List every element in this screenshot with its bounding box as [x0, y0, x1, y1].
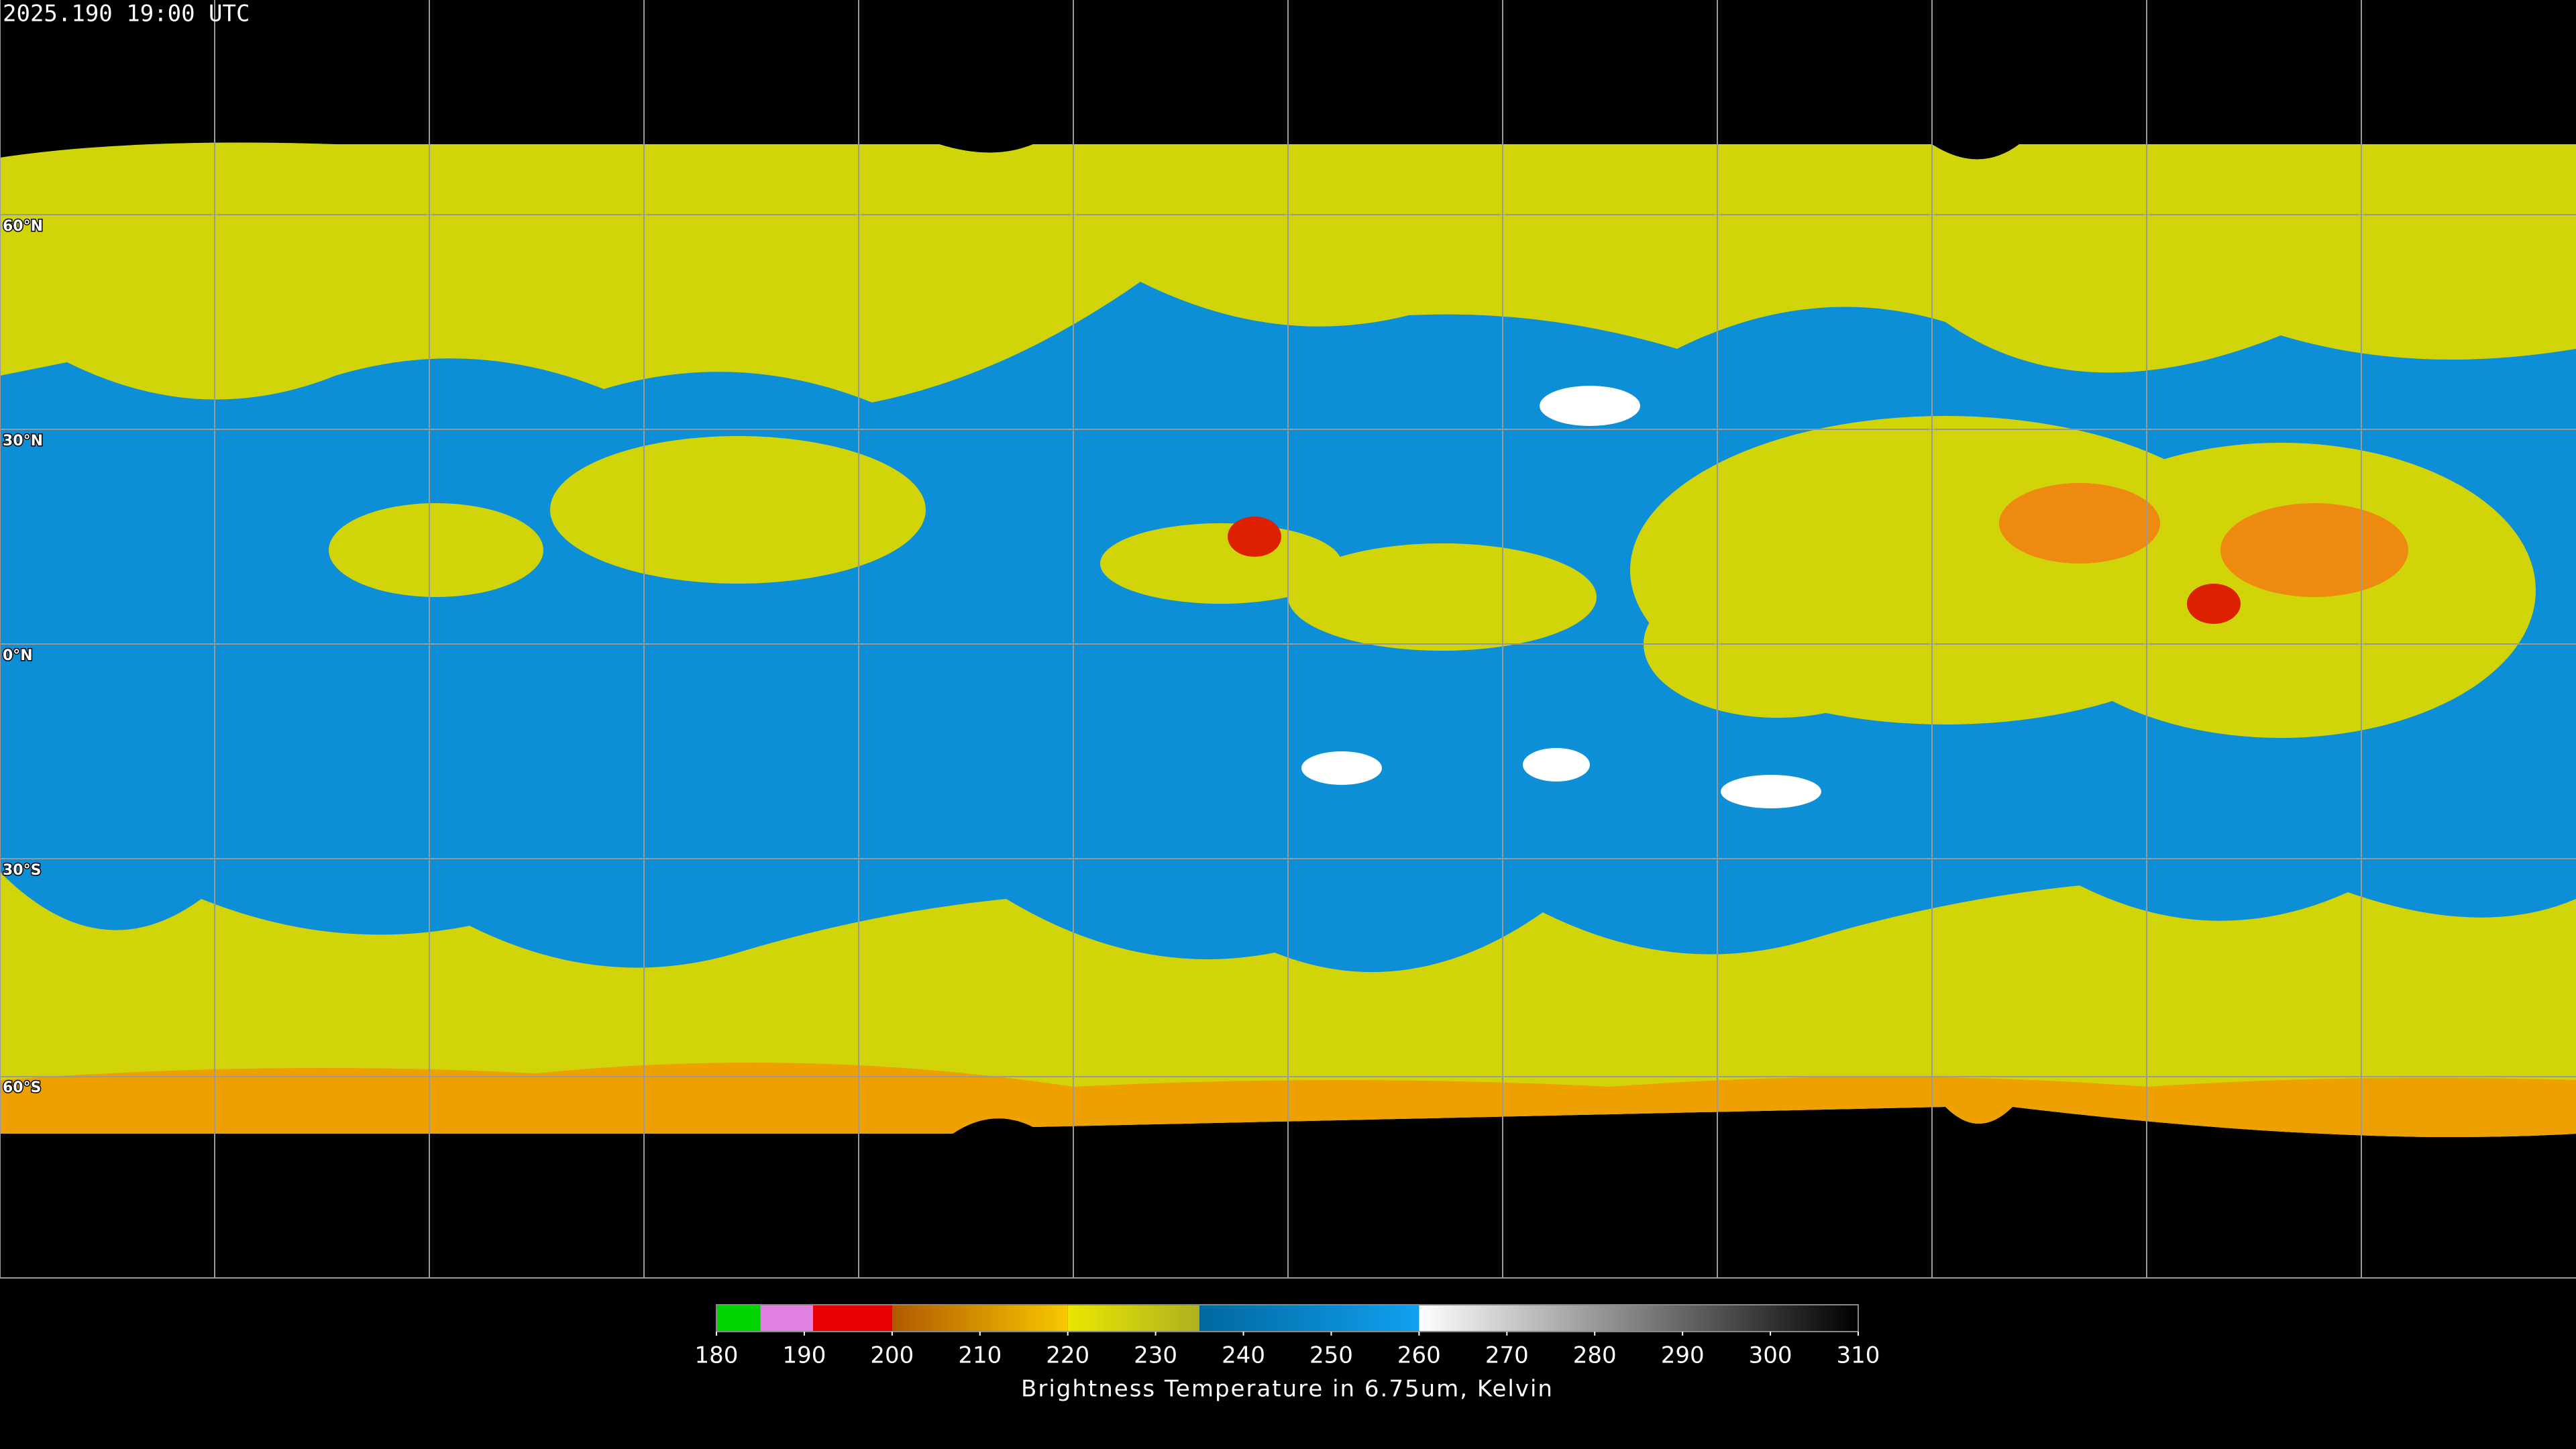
latitude-label: 30°S — [3, 862, 41, 879]
latitude-label: 0°N — [3, 647, 33, 664]
warm-dry-area — [1523, 748, 1590, 782]
cold-cloud-top — [1999, 483, 2160, 564]
cold-cloud-top — [2220, 503, 2408, 597]
colorbar: 180 190 200 210 220 230 240 250 260 270 280 290 300 3… — [695, 1304, 1880, 1369]
graticule — [0, 0, 2576, 1279]
colorbar-segment — [813, 1305, 892, 1332]
colorbar-label: Brightness Temperature in 6.75um, Kelvin — [1021, 1376, 1554, 1403]
colorbar-tick-label: 200 — [870, 1342, 914, 1369]
colorbar-tick-label: 230 — [1134, 1342, 1177, 1369]
colorbar-tick-label: 270 — [1485, 1342, 1529, 1369]
latitude-labels: 60°N 30°N 0°N 30°S 60°S — [2, 217, 44, 1097]
cloud-region — [329, 503, 543, 597]
deep-convection — [1228, 517, 1281, 557]
colorbar-segment — [1419, 1305, 1858, 1332]
colorbar-segment — [716, 1305, 761, 1332]
colorbar-tick-label: 180 — [695, 1342, 739, 1369]
cloud-region — [1288, 543, 1597, 651]
timestamp: 2025.190 19:00 UTC — [3, 1, 250, 28]
warm-dry-area — [1540, 386, 1640, 426]
colorbar-segment — [1199, 1305, 1419, 1332]
water-vapor-map — [0, 0, 2576, 1279]
cloud-region — [1100, 523, 1342, 604]
colorbar-tick-label: 250 — [1309, 1342, 1353, 1369]
colorbar-tick-label: 280 — [1573, 1342, 1617, 1369]
colorbar-tick-label: 290 — [1661, 1342, 1705, 1369]
cloud-region — [550, 436, 926, 584]
deep-convection — [2187, 584, 2241, 624]
latitude-label: 30°N — [3, 433, 43, 449]
colorbar-segment — [892, 1305, 1068, 1332]
colorbar-tick-label: 220 — [1046, 1342, 1089, 1369]
latitude-label: 60°S — [3, 1079, 41, 1096]
colorbar-tick-label: 190 — [782, 1342, 826, 1369]
colorbar-tick-label: 240 — [1222, 1342, 1265, 1369]
colorbar-tick-label: 260 — [1397, 1342, 1441, 1369]
colorbar-segment — [760, 1305, 814, 1332]
latitude-label: 60°N — [3, 218, 43, 235]
colorbar-segment — [1067, 1305, 1200, 1332]
colorbar-tick-label: 310 — [1837, 1342, 1880, 1369]
warm-dry-area — [1301, 751, 1382, 785]
warm-dry-area — [1721, 775, 1821, 808]
colorbar-frame — [716, 1304, 1859, 1332]
colorbar-tick-label: 300 — [1749, 1342, 1792, 1369]
colorbar-tick-label: 210 — [958, 1342, 1002, 1369]
